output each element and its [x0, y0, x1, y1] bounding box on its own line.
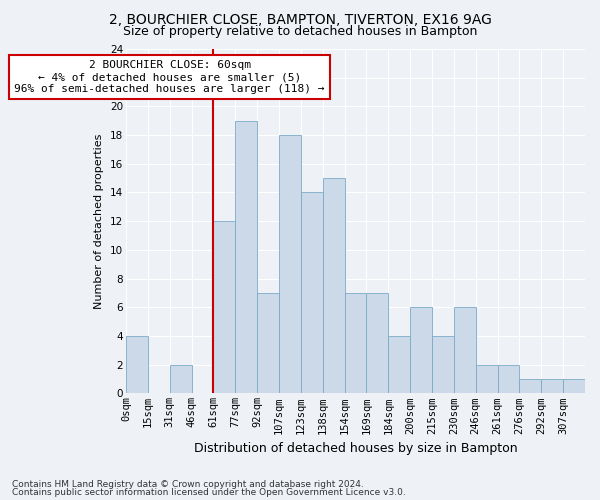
Bar	[541, 379, 563, 394]
Bar	[497, 364, 520, 394]
Bar	[301, 192, 323, 394]
Text: Contains public sector information licensed under the Open Government Licence v3: Contains public sector information licen…	[12, 488, 406, 497]
Bar	[563, 379, 585, 394]
X-axis label: Distribution of detached houses by size in Bampton: Distribution of detached houses by size …	[194, 442, 517, 455]
Text: Contains HM Land Registry data © Crown copyright and database right 2024.: Contains HM Land Registry data © Crown c…	[12, 480, 364, 489]
Bar	[279, 135, 301, 394]
Bar	[170, 364, 191, 394]
Y-axis label: Number of detached properties: Number of detached properties	[94, 134, 104, 309]
Bar	[257, 293, 279, 394]
Bar	[410, 308, 432, 394]
Bar	[235, 120, 257, 394]
Bar	[476, 364, 497, 394]
Bar	[388, 336, 410, 394]
Bar	[432, 336, 454, 394]
Bar	[454, 308, 476, 394]
Text: Size of property relative to detached houses in Bampton: Size of property relative to detached ho…	[123, 25, 477, 38]
Bar	[323, 178, 344, 394]
Bar	[126, 336, 148, 394]
Bar	[520, 379, 541, 394]
Bar	[367, 293, 388, 394]
Bar	[214, 221, 235, 394]
Text: 2, BOURCHIER CLOSE, BAMPTON, TIVERTON, EX16 9AG: 2, BOURCHIER CLOSE, BAMPTON, TIVERTON, E…	[109, 12, 491, 26]
Text: 2 BOURCHIER CLOSE: 60sqm
← 4% of detached houses are smaller (5)
96% of semi-det: 2 BOURCHIER CLOSE: 60sqm ← 4% of detache…	[14, 60, 325, 94]
Bar	[344, 293, 367, 394]
